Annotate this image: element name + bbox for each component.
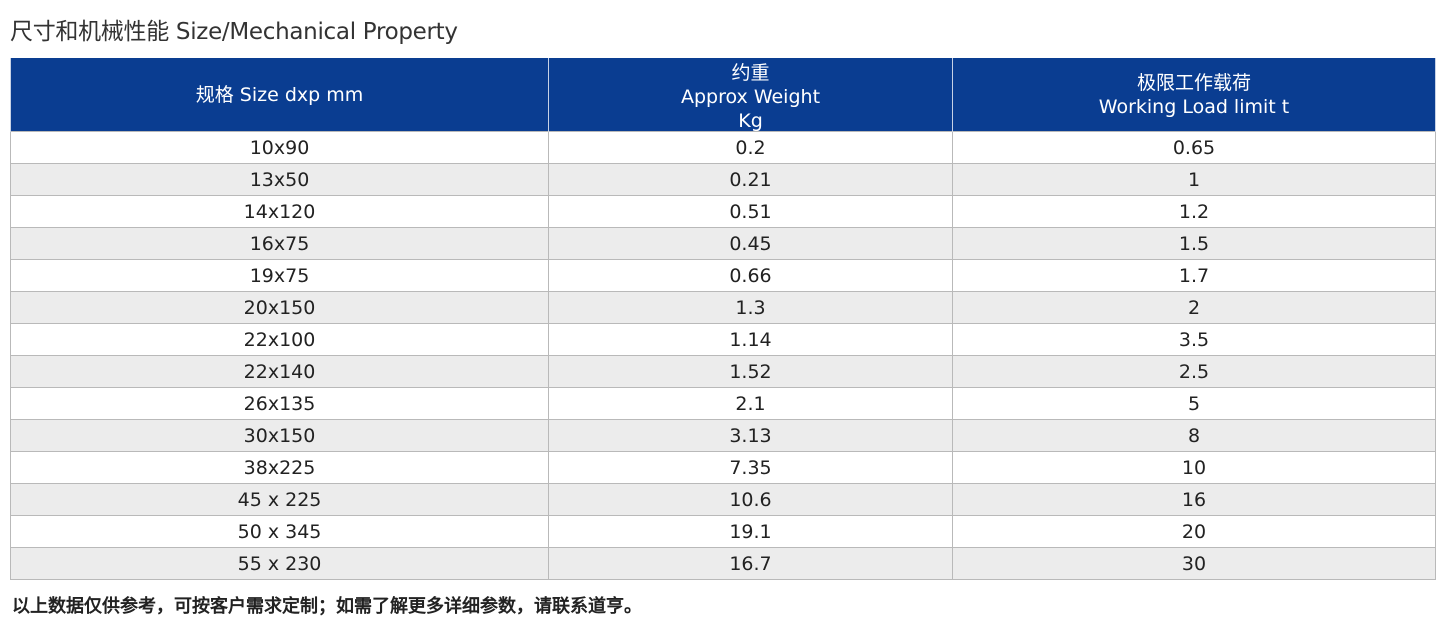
cell-weight: 1.3 xyxy=(548,291,953,324)
table-row: 50 x 345 19.1 20 xyxy=(10,515,1436,548)
cell-size: 55 x 230 xyxy=(10,547,549,580)
load-header-cn: 极限工作载荷 xyxy=(1136,71,1251,94)
cell-size: 22x100 xyxy=(10,323,549,356)
page-title: 尺寸和机械性能 Size/Mechanical Property xyxy=(10,19,458,45)
cell-weight: 0.21 xyxy=(548,163,953,196)
cell-weight: 16.7 xyxy=(548,547,953,580)
cell-weight: 3.13 xyxy=(548,419,953,452)
table-row: 22x100 1.14 3.5 xyxy=(10,323,1436,356)
table-header-row: 规格 Size dxp mm 约重 Approx Weight Kg 极限工作载… xyxy=(10,58,1436,132)
cell-size: 13x50 xyxy=(10,163,549,196)
table-row: 45 x 225 10.6 16 xyxy=(10,483,1436,516)
cell-size: 50 x 345 xyxy=(10,515,549,548)
cell-weight: 0.66 xyxy=(548,259,953,292)
table-row: 26x135 2.1 5 xyxy=(10,387,1436,420)
table-row: 16x75 0.45 1.5 xyxy=(10,227,1436,260)
cell-weight: 0.51 xyxy=(548,195,953,228)
cell-load: 0.65 xyxy=(952,131,1436,164)
cell-size: 38x225 xyxy=(10,451,549,484)
cell-load: 2.5 xyxy=(952,355,1436,388)
cell-size: 19x75 xyxy=(10,259,549,292)
cell-load: 1 xyxy=(952,163,1436,196)
cell-weight: 2.1 xyxy=(548,387,953,420)
cell-size: 14x120 xyxy=(10,195,549,228)
table-row: 30x150 3.13 8 xyxy=(10,419,1436,452)
load-header-en: Working Load limit t xyxy=(1098,95,1290,118)
column-header-weight: 约重 Approx Weight Kg xyxy=(548,58,953,132)
table-row: 55 x 230 16.7 30 xyxy=(10,547,1436,580)
cell-load: 8 xyxy=(952,419,1436,452)
table-body: 10x90 0.2 0.65 13x50 0.21 1 14x120 0.51 1.2 16x75… xyxy=(10,131,1436,580)
cell-size: 26x135 xyxy=(10,387,549,420)
cell-load: 1.2 xyxy=(952,195,1436,228)
cell-weight: 19.1 xyxy=(548,515,953,548)
weight-header-cn: 约重 xyxy=(731,62,770,84)
footnote: 以上数据仅供参考，可按客户需求定制；如需了解更多详细参数，请联系道亨。 xyxy=(12,596,642,617)
column-header-size: 规格 Size dxp mm xyxy=(10,58,549,132)
cell-size: 45 x 225 xyxy=(10,483,549,516)
cell-load: 1.7 xyxy=(952,259,1436,292)
table-row: 14x120 0.51 1.2 xyxy=(10,195,1436,228)
cell-load: 30 xyxy=(952,547,1436,580)
column-header-load: 极限工作载荷 Working Load limit t xyxy=(952,58,1436,132)
spec-table: 规格 Size dxp mm 约重 Approx Weight Kg 极限工作载… xyxy=(10,58,1436,580)
cell-size: 10x90 xyxy=(10,131,549,164)
weight-header-unit: Kg xyxy=(738,110,763,131)
table-row: 38x225 7.35 10 xyxy=(10,451,1436,484)
cell-weight: 0.45 xyxy=(548,227,953,260)
cell-weight: 0.2 xyxy=(548,131,953,164)
cell-size: 16x75 xyxy=(10,227,549,260)
cell-load: 3.5 xyxy=(952,323,1436,356)
table-row: 22x140 1.52 2.5 xyxy=(10,355,1436,388)
cell-load: 16 xyxy=(952,483,1436,516)
cell-weight: 1.14 xyxy=(548,323,953,356)
weight-header-en: Approx Weight xyxy=(680,86,821,108)
cell-size: 22x140 xyxy=(10,355,549,388)
cell-size: 20x150 xyxy=(10,291,549,324)
cell-load: 2 xyxy=(952,291,1436,324)
cell-weight: 10.6 xyxy=(548,483,953,516)
cell-size: 30x150 xyxy=(10,419,549,452)
cell-load: 5 xyxy=(952,387,1436,420)
table-row: 13x50 0.21 1 xyxy=(10,163,1436,196)
cell-weight: 7.35 xyxy=(548,451,953,484)
table-row: 19x75 0.66 1.7 xyxy=(10,259,1436,292)
cell-load: 20 xyxy=(952,515,1436,548)
cell-load: 10 xyxy=(952,451,1436,484)
table-row: 20x150 1.3 2 xyxy=(10,291,1436,324)
table-row: 10x90 0.2 0.65 xyxy=(10,131,1436,164)
cell-weight: 1.52 xyxy=(548,355,953,388)
cell-load: 1.5 xyxy=(952,227,1436,260)
